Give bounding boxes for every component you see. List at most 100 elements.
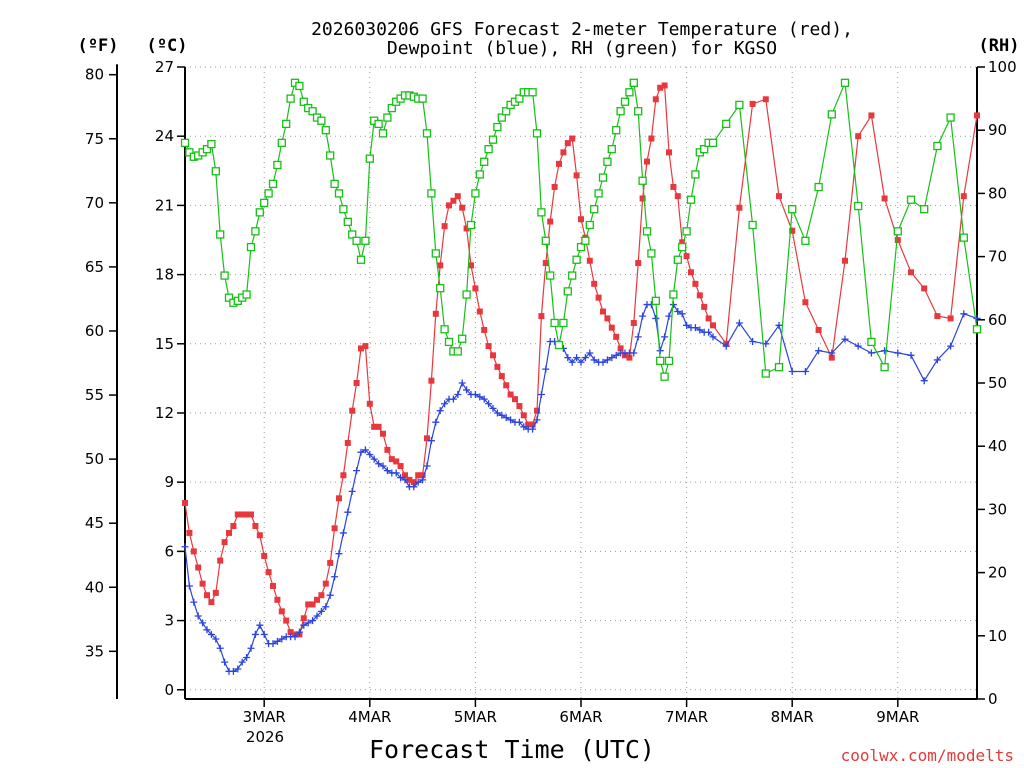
chart-title-line-2: Dewpoint (blue), RH (green) for KGSO [387, 38, 777, 59]
dewpoint-point [590, 356, 598, 364]
rh-point [594, 189, 603, 198]
temperature-point [472, 285, 479, 292]
temperature-point [868, 112, 875, 119]
temperature-point [199, 580, 206, 587]
grid-lines [185, 66, 977, 699]
dewpoint-point [683, 321, 691, 329]
rh-point [334, 189, 344, 198]
temperature-point [815, 326, 822, 333]
temperature-point [947, 315, 954, 322]
chart-axes [109, 64, 985, 707]
temperature-point [507, 391, 514, 398]
dewpoint-point [392, 469, 400, 477]
fahrenheit-tick-label: 65 [85, 258, 104, 276]
dewpoint-point [577, 358, 585, 366]
temperature-point [463, 225, 470, 232]
dewpoint-point [458, 379, 466, 387]
dewpoint-point [229, 667, 237, 675]
dewpoint-point [634, 333, 642, 341]
temperature-point [696, 292, 703, 299]
dewpoint-point [867, 349, 875, 357]
temperature-point [256, 532, 263, 539]
rh-point [458, 334, 467, 343]
rh-point [185, 148, 194, 157]
dewpoint-point [489, 404, 497, 412]
rh-tick-label: 60 [988, 311, 1007, 329]
time-tick-label: 5MAR [454, 708, 497, 726]
temperature-point [573, 172, 580, 179]
temperature-point [380, 430, 386, 437]
rh-point [466, 220, 476, 230]
rh-point [559, 318, 568, 328]
rh-point [207, 139, 216, 149]
temperature-point [538, 313, 545, 320]
dewpoint-point [920, 377, 928, 385]
rh-point [532, 129, 542, 138]
temperature-point [230, 523, 237, 530]
rh-tick-label: 50 [988, 374, 1007, 392]
dewpoint-point [788, 367, 796, 375]
data-series [180, 78, 982, 675]
temperature-point [221, 539, 228, 546]
rh-point [255, 208, 264, 217]
dewpoint-point [652, 314, 660, 322]
dewpoint-point [260, 630, 268, 638]
temperature-point [652, 96, 659, 103]
temperature-point [894, 236, 901, 243]
temperature-point [234, 511, 241, 518]
celsius-tick-label: 9 [164, 473, 174, 491]
rh-point [282, 119, 291, 129]
rh-point [761, 369, 770, 378]
dewpoint-point [414, 478, 422, 486]
dewpoint-point [493, 409, 501, 417]
rh-point [629, 78, 638, 87]
rh-point [356, 255, 366, 264]
dewpoint-point [608, 354, 616, 362]
rh-tick-label: 100 [988, 58, 1017, 76]
temperature-point [287, 629, 294, 636]
temperature-point [661, 82, 668, 89]
dewpoint-point [375, 460, 383, 468]
dewpoint-point [705, 328, 713, 336]
temperature-point [600, 308, 606, 315]
rh-point [920, 205, 929, 214]
dewpoint-point [603, 356, 611, 364]
rh-point [722, 119, 731, 129]
rh-point [691, 170, 700, 179]
dewpoint-point [221, 658, 229, 666]
rh-point [546, 271, 555, 280]
rh-point [708, 138, 718, 147]
dewpoint-point [828, 349, 836, 357]
dewpoint-point [854, 342, 862, 350]
dewpoint-point [454, 391, 462, 399]
temperature-point [336, 495, 342, 502]
temperature-point [881, 195, 888, 202]
dewpoint-point [515, 418, 523, 426]
temperature-point [265, 569, 272, 576]
chart-title-line-1: 2026030206 GFS Forecast 2-meter Temperat… [311, 19, 853, 40]
rh-point [528, 88, 537, 97]
rh-point [326, 151, 335, 160]
rh-point [700, 145, 709, 154]
temperature-point [604, 315, 611, 322]
dewpoint-point [471, 391, 479, 399]
temperature-point [512, 396, 518, 403]
temperature-point [749, 100, 756, 107]
temperature-point [556, 160, 562, 167]
dewpoint-point [185, 582, 193, 590]
dewpoint-point [449, 395, 457, 403]
temperature-point [278, 608, 285, 615]
dewpoint-point [357, 448, 365, 456]
rh-tick-label: 90 [988, 121, 1007, 139]
dewpoint-point [243, 653, 251, 661]
rh-point [585, 220, 594, 230]
rh-point [568, 271, 577, 280]
rh-point [348, 230, 357, 239]
dewpoint-point [749, 337, 757, 345]
dewpoint-point [463, 386, 471, 394]
fahrenheit-tick-label: 70 [85, 194, 104, 212]
dewpoint-point [256, 621, 264, 629]
dewpoint-point [335, 550, 343, 558]
rh-point [647, 249, 656, 258]
rh-point [387, 103, 396, 113]
